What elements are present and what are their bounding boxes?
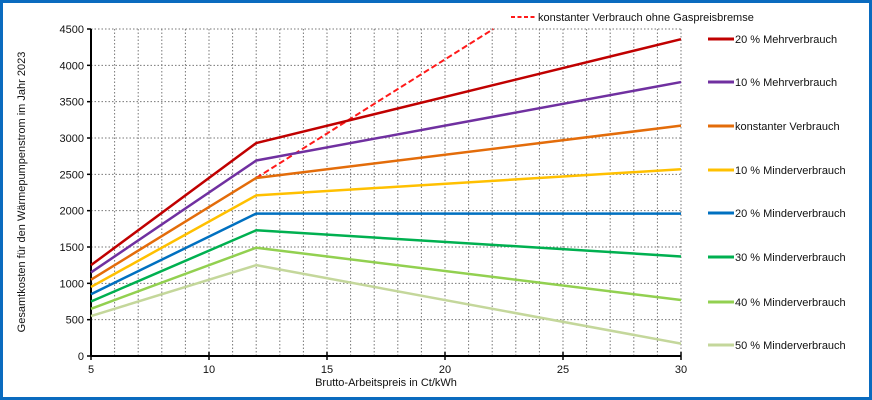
series-lines: [90, 28, 682, 345]
x-axis-label: Brutto-Arbeitspreis in Ct/kWh: [315, 377, 457, 389]
legend-label: konstanter Verbrauch: [735, 121, 840, 133]
series-line-5: [90, 212, 681, 296]
grid: [91, 28, 682, 356]
y-tick-label: 2500: [60, 169, 84, 181]
series-line-1: [90, 37, 682, 267]
axes: 0 500 1000 1500 2000 2500 3000 3500 4000 4500 5 10 1…: [60, 24, 688, 376]
legend-label: 10 % Minderverbrauch: [735, 165, 846, 177]
legend-label: 20 % Mehrverbrauch: [735, 34, 837, 46]
x-tick-label: 20: [439, 364, 451, 376]
x-tick-label: 15: [321, 364, 333, 376]
series-line-2: [90, 80, 682, 274]
y-tick-label: 1500: [60, 242, 84, 254]
legend-label: 20 % Minderverbrauch: [735, 208, 846, 220]
legend-label: 30 % Minderverbrauch: [735, 252, 846, 264]
y-tick-label: 3000: [60, 133, 84, 145]
y-tick-label: 500: [66, 315, 84, 327]
y-tick-label: 2000: [60, 206, 84, 218]
y-tick-label: 1000: [60, 278, 84, 290]
legend-label: 10 % Mehrverbrauch: [735, 77, 837, 89]
legend: konstanter Verbrauch ohne Gaspreisbremse…: [511, 12, 846, 352]
x-tick-label: 10: [203, 364, 215, 376]
series-line-7: [90, 246, 682, 310]
legend-label: 40 % Minderverbrauch: [735, 297, 846, 309]
series-line-8: [90, 263, 682, 345]
legend-label: 50 % Minderverbrauch: [735, 340, 846, 352]
x-tick-label: 30: [675, 364, 687, 376]
y-tick-label: 4000: [60, 60, 84, 72]
y-tick-label: 0: [78, 351, 84, 363]
series-line-3: [90, 124, 682, 281]
y-axis-label: Gesamtkosten für den Wärmepumpenstrom im…: [16, 52, 28, 333]
x-tick-label: 5: [88, 364, 94, 376]
legend-label: konstanter Verbrauch ohne Gaspreisbremse: [538, 12, 754, 24]
y-tick-label: 3500: [60, 97, 84, 109]
series-line-0: [255, 28, 494, 179]
series-line-4: [90, 167, 682, 289]
y-tick-label: 4500: [60, 24, 84, 36]
series-line-6: [90, 229, 682, 303]
x-tick-label: 25: [557, 364, 569, 376]
